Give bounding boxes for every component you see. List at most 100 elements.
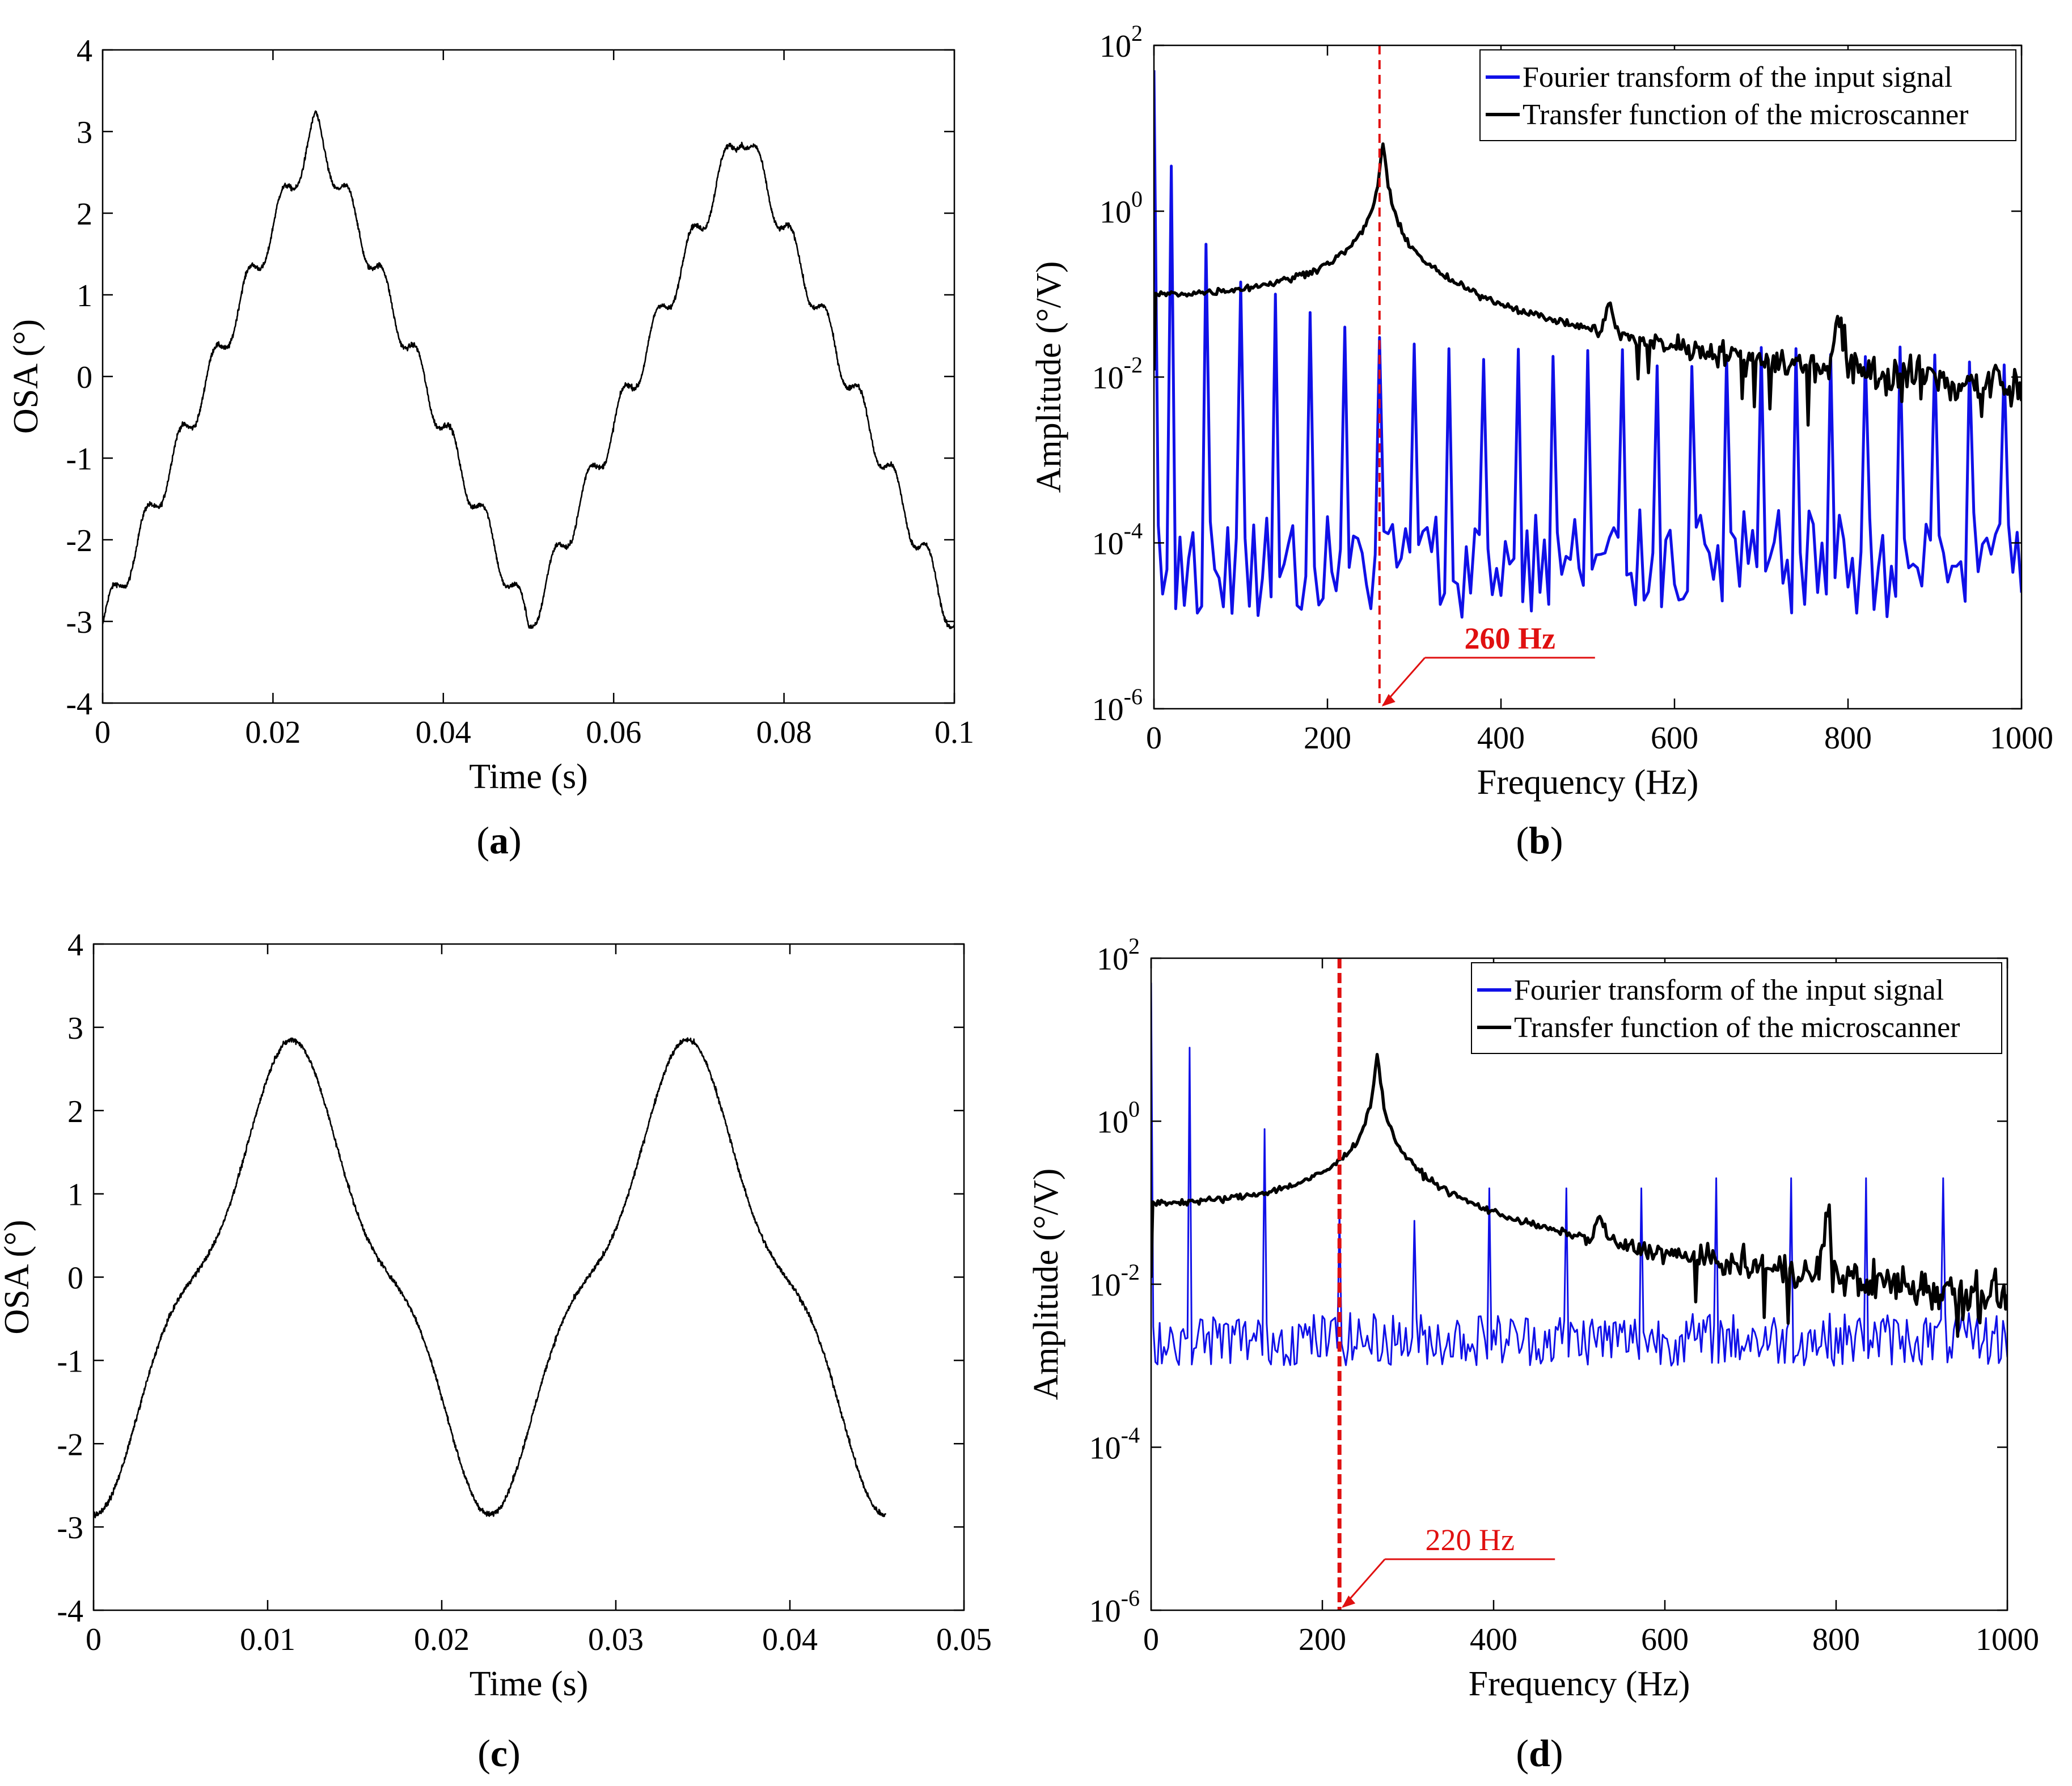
y-tick-base: 10 <box>1089 1268 1121 1303</box>
x-tick-label: 0.1 <box>934 715 974 750</box>
y-tick-label: -3 <box>66 605 92 640</box>
x-tick-label: 0.02 <box>245 715 301 750</box>
plot-frame <box>1150 957 2008 1611</box>
caption-close: ) <box>509 819 522 862</box>
x-tick-label: 1000 <box>1990 721 2053 756</box>
panel-caption: (b) <box>1516 819 1563 862</box>
x-tick-label: 0.05 <box>936 1622 992 1657</box>
x-axis-label: Time (s) <box>470 1665 589 1703</box>
panel-c-chart: 0 0.01 0.02 0.03 0.04 0.05 -4 -3 -2 -1 0 1 2 3 4 Time (… <box>0 928 992 1775</box>
caption-close: ) <box>1550 1732 1563 1775</box>
legend-label-2: Transfer function of the microscanner <box>1514 1011 1960 1044</box>
x-axis-label: Frequency (Hz) <box>1469 1665 1690 1703</box>
y-tick-label: 102 <box>1097 933 1140 977</box>
x-tick-label: 600 <box>1651 721 1698 756</box>
series-line-2 <box>1154 142 2022 427</box>
legend-box <box>1479 49 2016 141</box>
y-axis-label: Amplitude (°/V) <box>1030 261 1068 493</box>
y-tick-base: 10 <box>1092 361 1124 396</box>
y-tick-label: 10-4 <box>1092 518 1143 562</box>
x-tick-label: 0.01 <box>240 1622 295 1657</box>
caption-letter: d <box>1529 1732 1550 1775</box>
series-line-2 <box>1151 1053 2007 1338</box>
annotation-label: 220 Hz <box>1425 1523 1514 1557</box>
panel-caption: (a) <box>476 819 521 862</box>
y-tick-label: -1 <box>66 442 92 477</box>
x-tick-label: 0.06 <box>586 715 641 750</box>
y-tick-base: 10 <box>1092 527 1124 562</box>
y-tick-exponent: 0 <box>1131 187 1143 212</box>
caption-letter: b <box>1529 819 1550 862</box>
x-tick-label: 0.04 <box>416 715 471 750</box>
series-line-1 <box>103 110 954 629</box>
y-tick-label: 1 <box>77 278 92 314</box>
panel-b-chart: 0 200 400 600 800 100010-610-410-2100102Frequ… <box>1030 20 2053 862</box>
caption-open: ( <box>1516 819 1529 862</box>
x-tick-label: 400 <box>1470 1622 1517 1657</box>
y-tick-label: -2 <box>66 523 92 558</box>
y-tick-exponent: -6 <box>1121 1585 1140 1611</box>
y-tick-label: 10-2 <box>1092 352 1143 396</box>
y-tick-label: 10-6 <box>1089 1585 1140 1629</box>
y-axis-label: OSA (°) <box>7 319 45 434</box>
x-tick-label: 800 <box>1812 1622 1860 1657</box>
y-tick-base: 10 <box>1092 692 1124 727</box>
y-axis-label: Amplitude (°/V) <box>1027 1169 1065 1400</box>
y-tick-base: 10 <box>1100 195 1131 230</box>
x-tick-label: 600 <box>1641 1622 1689 1657</box>
legend-label-1: Fourier transform of the input signal <box>1514 974 1944 1006</box>
legend: Fourier transform of the input signal Tra… <box>1479 49 2016 141</box>
caption-close: ) <box>508 1732 521 1775</box>
y-tick-base: 10 <box>1089 1431 1121 1466</box>
y-tick-label: 3 <box>67 1011 83 1046</box>
series-line-1 <box>1154 70 2022 619</box>
y-tick-label: 100 <box>1100 187 1143 230</box>
y-tick-label: -4 <box>57 1594 83 1629</box>
panel-caption: (c) <box>477 1732 521 1775</box>
panel-caption: (d) <box>1516 1732 1563 1775</box>
y-tick-label: 3 <box>77 115 92 150</box>
caption-letter: c <box>490 1732 508 1775</box>
caption-open: ( <box>476 819 489 862</box>
x-axis-label: Time (s) <box>469 757 588 796</box>
y-tick-label: 1 <box>67 1178 83 1213</box>
panel-a-chart: 0 0.02 0.04 0.06 0.08 0.1 -4 -3 -2 -1 0 1 2 3 4 Time (s… <box>7 33 974 862</box>
x-axis-label: Frequency (Hz) <box>1477 763 1699 802</box>
y-axis-label: OSA (°) <box>0 1220 36 1334</box>
x-tick-label: 0 <box>86 1622 102 1657</box>
y-tick-base: 10 <box>1097 1105 1128 1140</box>
plot-frame <box>92 943 965 1611</box>
x-tick-label: 0 <box>1143 1622 1159 1657</box>
caption-open: ( <box>1516 1732 1529 1775</box>
y-tick-label: 4 <box>77 33 92 69</box>
y-tick-label: 102 <box>1100 20 1143 64</box>
y-tick-base: 10 <box>1089 1594 1121 1629</box>
caption-open: ( <box>477 1732 490 1775</box>
legend: Fourier transform of the input signal Tra… <box>1471 962 2002 1054</box>
x-tick-label: 0 <box>95 715 111 750</box>
y-tick-exponent: 2 <box>1131 20 1143 46</box>
x-tick-label: 0.08 <box>756 715 812 750</box>
y-tick-exponent: -2 <box>1121 1259 1140 1285</box>
annotation: 220 Hz <box>1342 1523 1555 1608</box>
plot-frame <box>102 49 955 704</box>
x-tick-label: 800 <box>1824 721 1872 756</box>
y-tick-exponent: 0 <box>1128 1097 1140 1122</box>
y-tick-label: 0 <box>77 360 92 395</box>
y-tick-label: -4 <box>66 687 92 722</box>
annotation: 260 Hz <box>1381 621 1595 706</box>
panel-d-chart: 0 200 400 600 800 100010-610-410-2100102Frequ… <box>1027 933 2039 1775</box>
annotation-arrowhead <box>1342 1595 1356 1608</box>
caption-letter: a <box>489 819 509 862</box>
x-tick-label: 0.02 <box>414 1622 470 1657</box>
x-tick-label: 0.04 <box>762 1622 818 1657</box>
x-tick-label: 0.03 <box>588 1622 644 1657</box>
y-tick-label: 10-4 <box>1089 1423 1140 1466</box>
y-tick-label: -2 <box>57 1427 83 1462</box>
x-tick-label: 200 <box>1304 721 1351 756</box>
y-tick-base: 10 <box>1097 942 1128 977</box>
y-tick-label: 0 <box>67 1261 83 1296</box>
x-tick-label: 1000 <box>1976 1622 2039 1657</box>
y-tick-label: -3 <box>57 1510 83 1546</box>
